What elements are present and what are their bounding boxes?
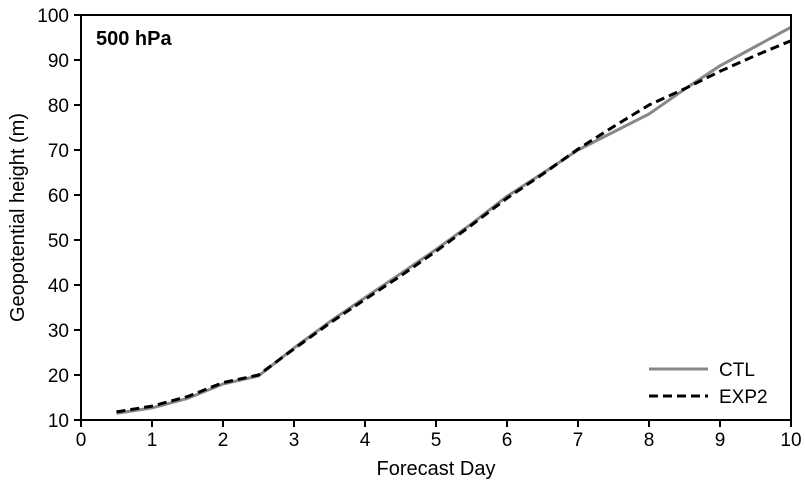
x-axis-label: Forecast Day <box>377 458 496 480</box>
x-tick-label: 6 <box>502 430 513 451</box>
x-tick-label: 0 <box>76 430 87 451</box>
y-tick-label: 80 <box>48 96 69 117</box>
y-tick-label: 10 <box>48 411 69 432</box>
y-axis-label: Geopotential height (m) <box>7 113 29 322</box>
chart-title: 500 hPa <box>96 28 172 50</box>
x-tick-label: 1 <box>147 430 158 451</box>
y-tick-label: 20 <box>48 366 69 387</box>
x-tick-label: 7 <box>573 430 584 451</box>
x-tick-label: 4 <box>360 430 371 451</box>
series-layer <box>116 25 792 415</box>
legend: CTL EXP2 <box>649 360 768 408</box>
y-tick-label: 50 <box>48 231 69 252</box>
x-tick-label: 9 <box>715 430 726 451</box>
series-line-ctl <box>116 25 792 415</box>
y-tick-label: 70 <box>48 141 69 162</box>
x-tick-label: 2 <box>218 430 229 451</box>
x-tick-label: 10 <box>780 430 801 451</box>
y-tick-label: 40 <box>48 276 69 297</box>
legend-label-exp2: EXP2 <box>719 387 768 408</box>
y-tick-label: 60 <box>48 186 69 207</box>
series-line-exp2 <box>116 39 792 414</box>
axis-ticks: 0 1 2 3 4 5 6 7 8 9 10 10 20 30 40 50 60 70 80 90 100 <box>37 6 801 451</box>
x-tick-label: 5 <box>431 430 442 451</box>
legend-label-ctl: CTL <box>719 360 755 381</box>
y-tick-label: 100 <box>37 6 69 27</box>
x-tick-label: 3 <box>289 430 300 451</box>
y-tick-label: 30 <box>48 321 69 342</box>
x-tick-label: 8 <box>644 430 655 451</box>
y-tick-label: 90 <box>48 51 69 72</box>
plot-frame <box>80 14 792 421</box>
